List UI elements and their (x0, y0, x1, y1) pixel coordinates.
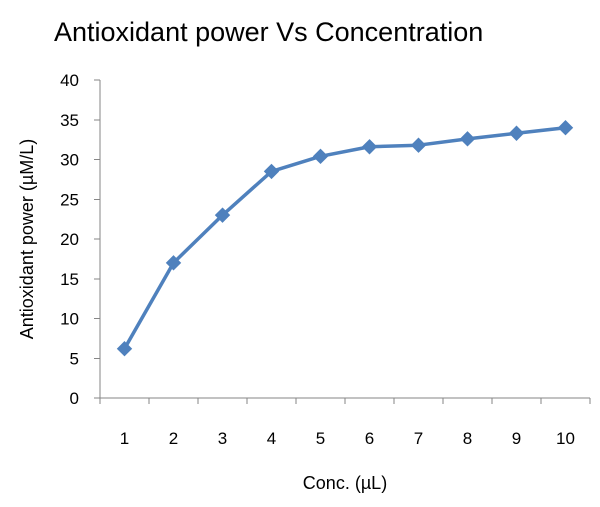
series-line (122, 125, 568, 351)
data-point-marker (312, 148, 329, 165)
x-tick-label: 3 (218, 429, 227, 448)
y-tick-label: 35 (60, 111, 79, 130)
x-tick-label: 2 (169, 429, 178, 448)
data-point-marker (459, 131, 476, 147)
data-point-marker (361, 139, 378, 155)
x-tick-label: 8 (463, 429, 472, 448)
x-tick-label: 7 (414, 429, 423, 448)
x-tick-label: 1 (120, 429, 129, 448)
y-tick-label: 30 (60, 151, 79, 170)
y-tick-label: 5 (70, 349, 79, 368)
y-tick-label: 40 (60, 71, 79, 90)
y-axis-label: Antioxidant power (µM/L) (17, 139, 37, 339)
series-layer (116, 119, 574, 357)
x-tick-label: 4 (267, 429, 276, 448)
data-point-marker (116, 341, 133, 357)
y-tick-label: 15 (60, 270, 79, 289)
data-point-marker (410, 137, 427, 153)
y-tick-label: 20 (60, 230, 79, 249)
x-tick-label: 9 (512, 429, 521, 448)
data-point-marker (214, 207, 231, 223)
data-point-marker (165, 255, 182, 271)
chart-title: Antioxidant power Vs Concentration (54, 17, 483, 47)
data-point-marker (508, 125, 525, 141)
y-tick-label: 0 (70, 389, 79, 408)
x-tick-label: 6 (365, 429, 374, 448)
data-point-marker (263, 163, 280, 180)
x-tick-label: 5 (316, 429, 325, 448)
x-axis: 1 2 3 4 5 6 7 8 9 10 (99, 397, 591, 448)
y-tick-label: 10 (60, 310, 79, 329)
x-tick-label: 10 (556, 429, 575, 448)
y-axis: 0 5 10 15 20 25 30 35 40 (60, 71, 101, 408)
x-axis-label: Conc. (µL) (303, 473, 387, 493)
data-point-marker (557, 119, 574, 136)
y-tick-label: 25 (60, 190, 79, 209)
